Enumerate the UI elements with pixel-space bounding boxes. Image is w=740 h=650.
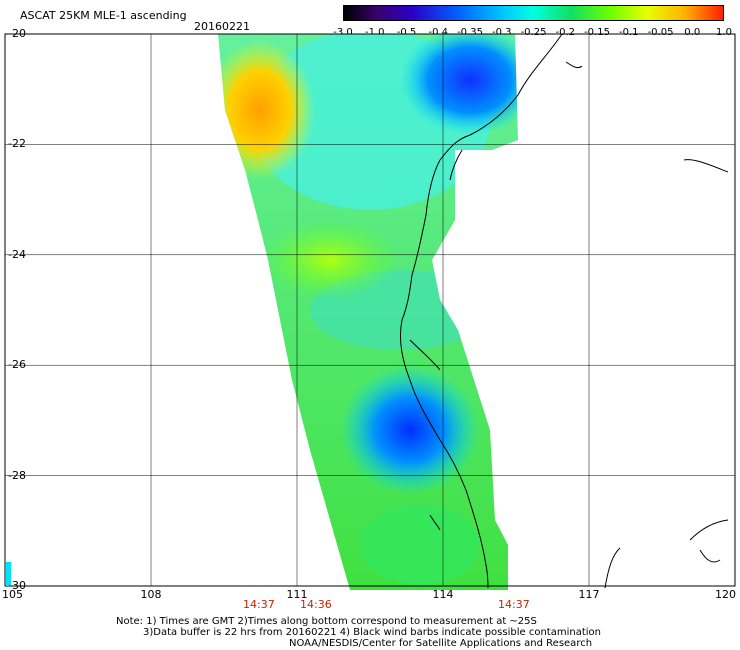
- latitude-label: -22: [8, 137, 26, 151]
- color-scale-label: -0.4: [428, 27, 449, 38]
- color-scale-bar: [343, 5, 724, 21]
- longitude-label: 111: [286, 588, 308, 601]
- longitude-label: 108: [140, 588, 162, 601]
- chart-date: 20160221: [194, 20, 250, 33]
- latitude-label: -26: [8, 358, 26, 372]
- latitude-label: -20: [8, 27, 26, 40]
- latitude-label: -28: [8, 468, 26, 482]
- swath-edge-marker: [6, 562, 11, 586]
- color-scale-label: -0.2: [555, 27, 576, 38]
- note-line-2: 3)Data buffer is 22 hrs from 20160221 4)…: [143, 627, 601, 638]
- coastline: [399, 33, 729, 589]
- chart-title: ASCAT 25KM MLE-1 ascending: [20, 9, 187, 22]
- longitude-label: 105: [2, 588, 23, 601]
- latitude-label: -24: [8, 247, 26, 261]
- color-scale-label: -0.15: [584, 27, 610, 38]
- latitude-label: -30: [8, 579, 26, 592]
- color-scale-label: -1.0: [364, 27, 385, 38]
- longitude-label: 117: [578, 588, 600, 601]
- color-scale-label: -0.5: [396, 27, 417, 38]
- time-label: 14:37: [498, 598, 530, 611]
- color-scale-label: -3.0: [333, 27, 353, 38]
- color-scale-label: -0.1: [618, 27, 639, 38]
- color-scale-label: -0.05: [647, 27, 674, 38]
- map-frame: [4, 33, 736, 587]
- time-label: 14:37: [243, 598, 275, 611]
- color-scale-label: 1.0: [716, 27, 732, 38]
- longitude-label: 114: [432, 588, 454, 601]
- longitude-label: 120: [715, 588, 736, 601]
- color-scale-label: -0.35: [457, 27, 483, 38]
- time-label: 14:36: [300, 598, 332, 611]
- ascat-swath: [218, 34, 518, 590]
- note-line-3: NOAA/NESDIS/Center for Satellite Applica…: [289, 638, 593, 649]
- color-scale-label: -0.3: [491, 27, 512, 38]
- color-scale-label: -0.25: [520, 27, 547, 38]
- color-scale-label: 0.0: [684, 27, 701, 38]
- note-line-1: Note: 1) Times are GMT 2)Times along bot…: [116, 616, 537, 627]
